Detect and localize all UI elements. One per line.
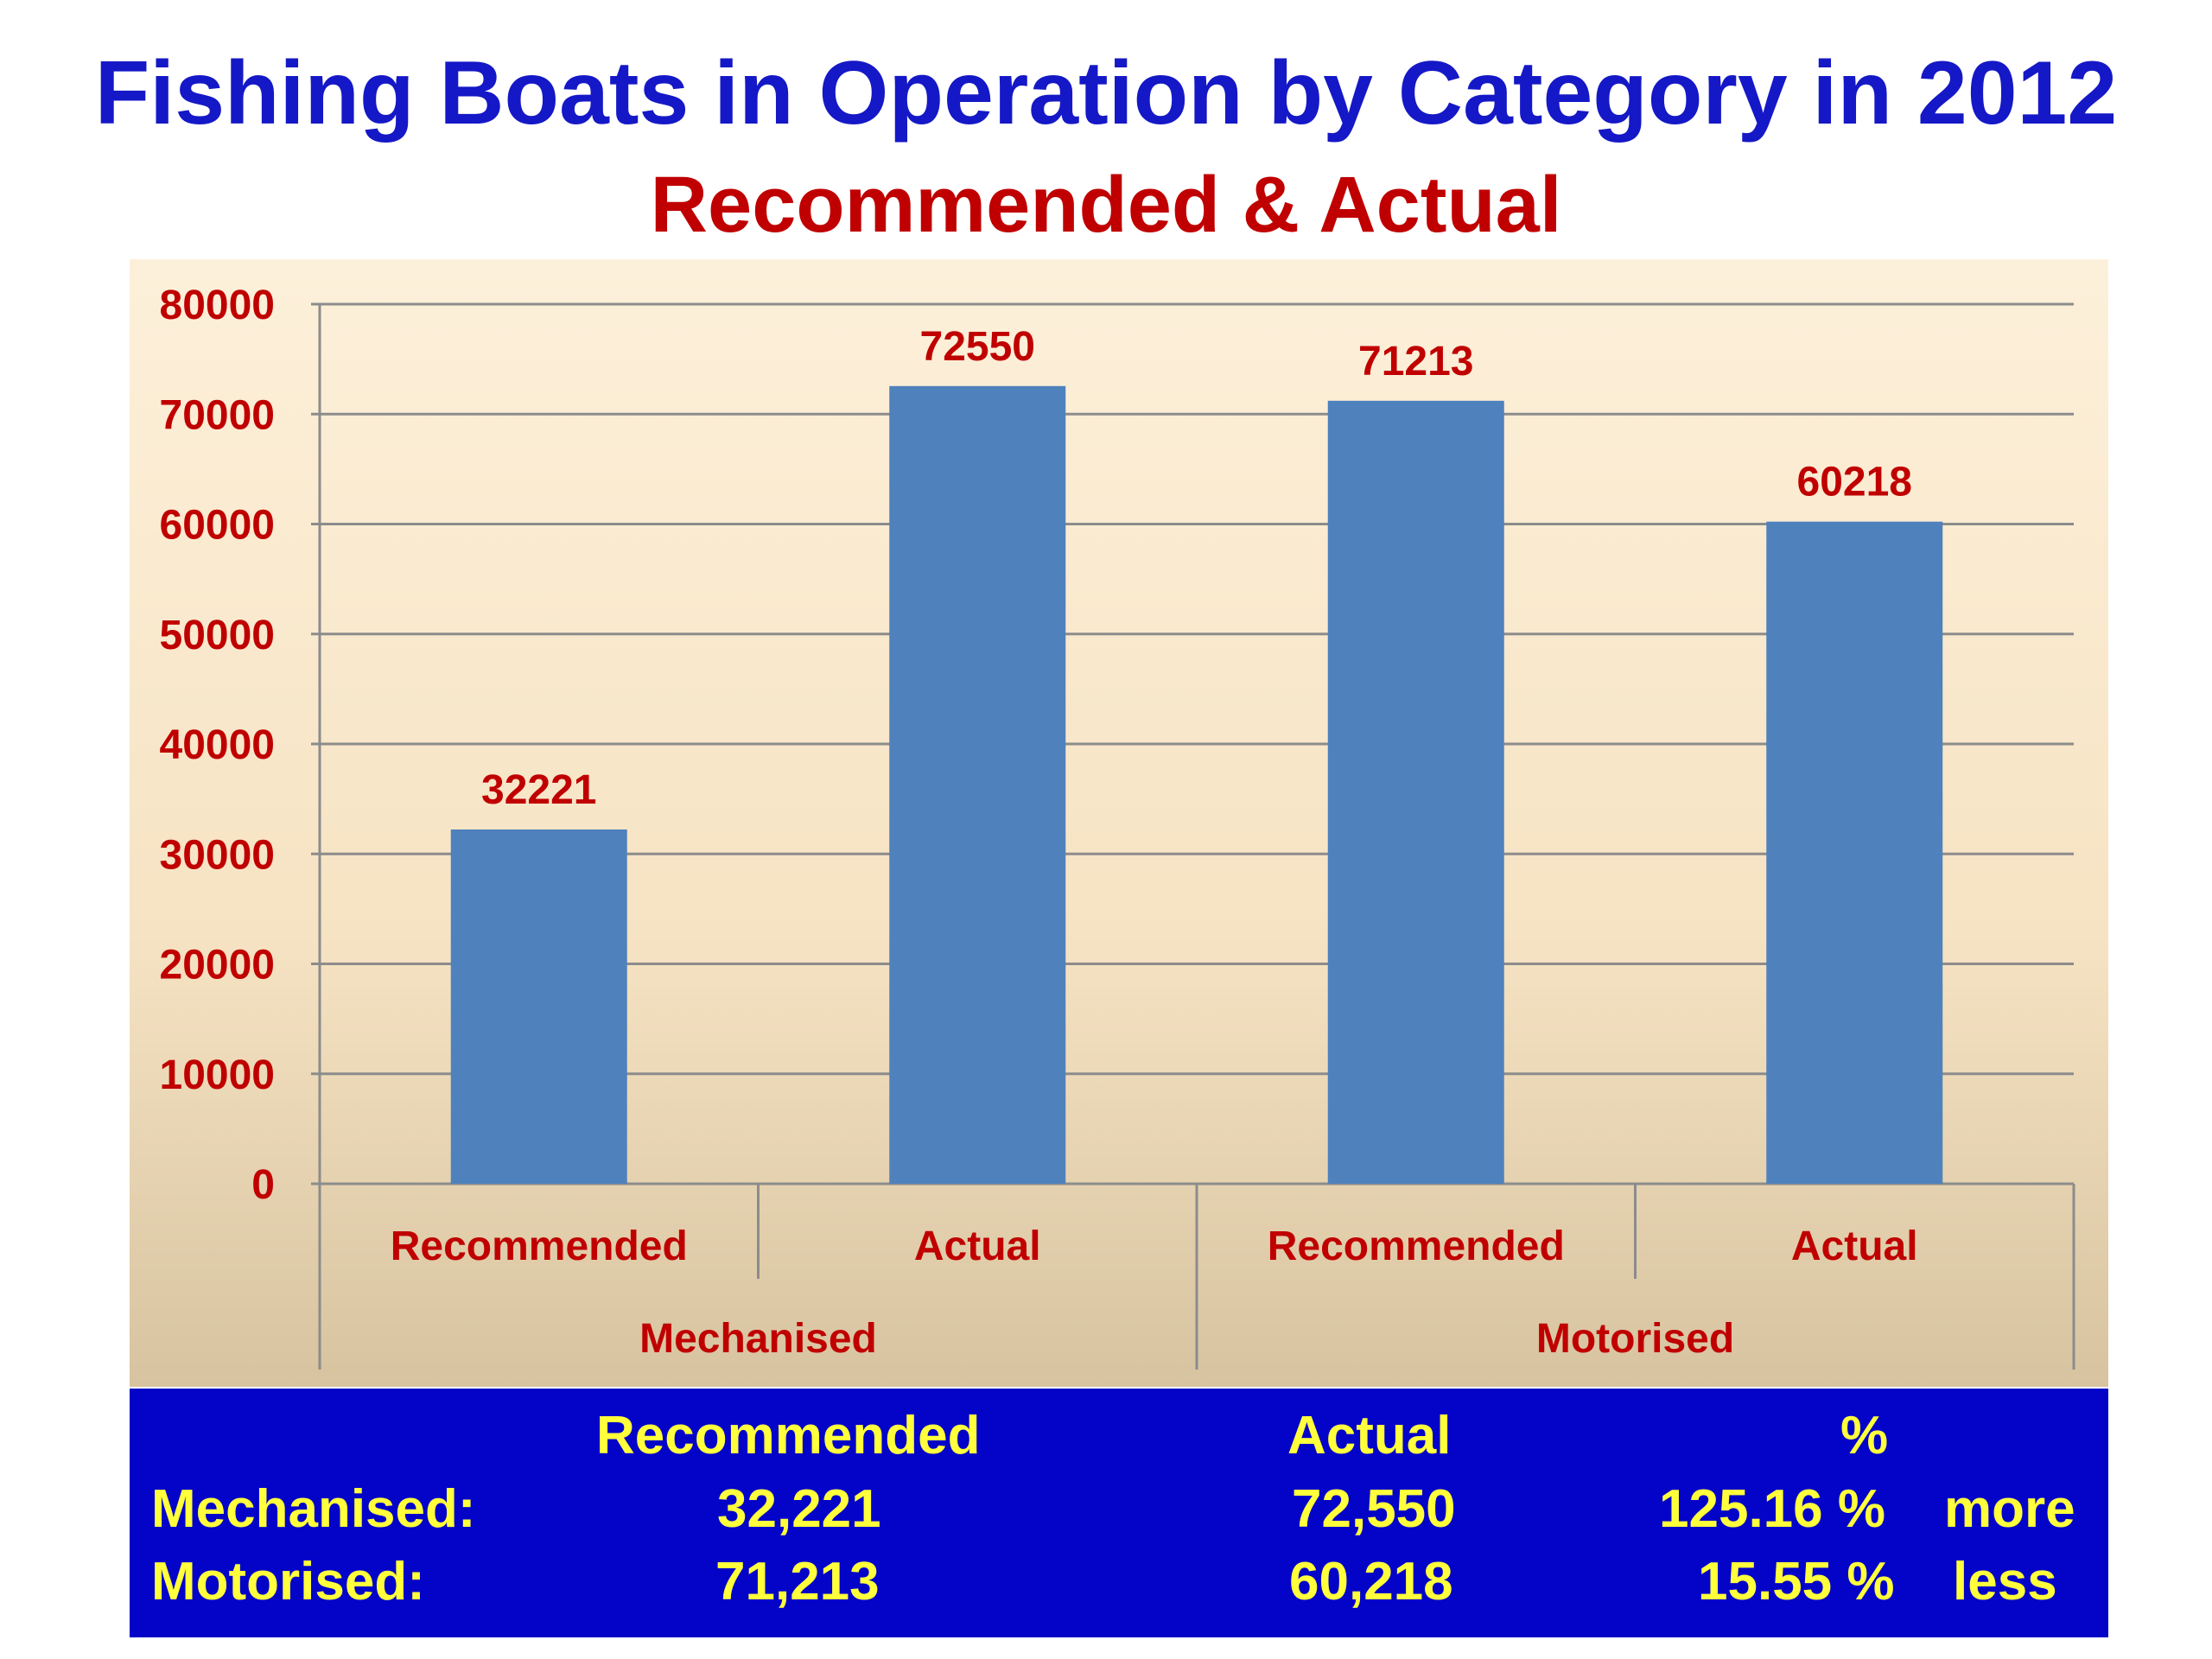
y-tick-label: 70000 <box>160 392 275 438</box>
summary-row-direction: more <box>1944 1479 2075 1539</box>
chart-panel: 0 10000 20000 30000 40000 50000 60000 70000 8000… <box>130 259 2108 1387</box>
group-label: Mechanised <box>639 1316 877 1362</box>
summary-row-actual: 72,550 <box>1292 1479 1456 1539</box>
y-tick-label: 60000 <box>160 503 275 549</box>
bar <box>1327 400 1504 1184</box>
y-tick-label: 20000 <box>160 943 275 988</box>
bar <box>889 385 1066 1184</box>
bar <box>1766 521 1943 1184</box>
y-tick-label: 80000 <box>160 283 275 328</box>
bar <box>450 829 627 1184</box>
y-tick-label: 40000 <box>160 722 275 768</box>
chart-title: Fishing Boats in Operation by Category i… <box>94 43 2118 143</box>
y-tick-label: 50000 <box>160 613 275 658</box>
summary-table: Recommended Actual % Mechanised: 32,221 … <box>130 1389 2108 1637</box>
summary-row-direction: less <box>1953 1552 2057 1611</box>
y-tick-label: 0 <box>251 1162 275 1208</box>
data-label: 32221 <box>481 767 596 813</box>
summary-header-percent: % <box>1840 1406 1889 1465</box>
summary-row-recommended: 32,221 <box>717 1479 881 1539</box>
data-label: 71213 <box>1358 339 1473 385</box>
summary-row-percent: 15.55 % <box>1698 1552 1895 1611</box>
summary-header-recommended: Recommended <box>596 1406 981 1465</box>
group-label: Motorised <box>1536 1316 1734 1362</box>
data-label: 60218 <box>1797 460 1912 505</box>
summary-header-actual: Actual <box>1287 1406 1452 1465</box>
y-tick-label: 10000 <box>160 1052 275 1098</box>
bar-chart: 0 10000 20000 30000 40000 50000 60000 70000 8000… <box>160 283 2075 1370</box>
y-tick-label: 30000 <box>160 832 275 878</box>
summary-row-recommended: 71,213 <box>715 1552 880 1611</box>
summary-row-label: Motorised: <box>151 1552 425 1611</box>
x-tick-label: Actual <box>914 1224 1041 1269</box>
summary-row-label: Mechanised: <box>151 1479 476 1539</box>
x-tick-label: Actual <box>1791 1224 1918 1269</box>
x-tick-label: Recommended <box>1268 1224 1565 1269</box>
summary-row-actual: 60,218 <box>1289 1552 1453 1611</box>
data-label: 72550 <box>920 324 1035 370</box>
x-tick-label: Recommended <box>391 1224 688 1269</box>
summary-row-percent: 125.16 % <box>1659 1479 1885 1539</box>
chart-subtitle: Recommended & Actual <box>650 161 1562 249</box>
